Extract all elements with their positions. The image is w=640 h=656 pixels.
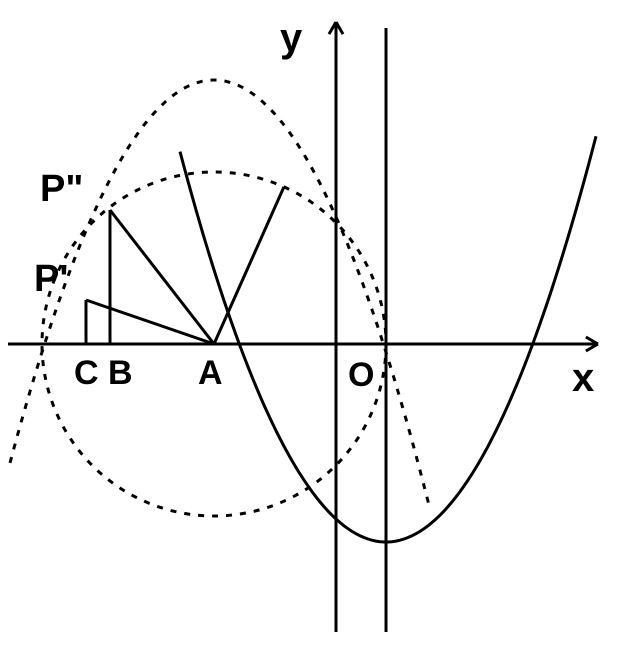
math-diagram: x y O A BC P" P' [0, 0, 640, 656]
label-A: A [198, 354, 223, 393]
label-Ppp: P" [40, 168, 83, 211]
label-y: y [280, 16, 302, 61]
figure-svg [0, 0, 640, 656]
label-C: C [74, 354, 99, 393]
label-O: O [348, 356, 374, 395]
label-B: B [108, 354, 133, 393]
label-x: x [572, 356, 594, 401]
label-Pp: P' [34, 258, 68, 301]
